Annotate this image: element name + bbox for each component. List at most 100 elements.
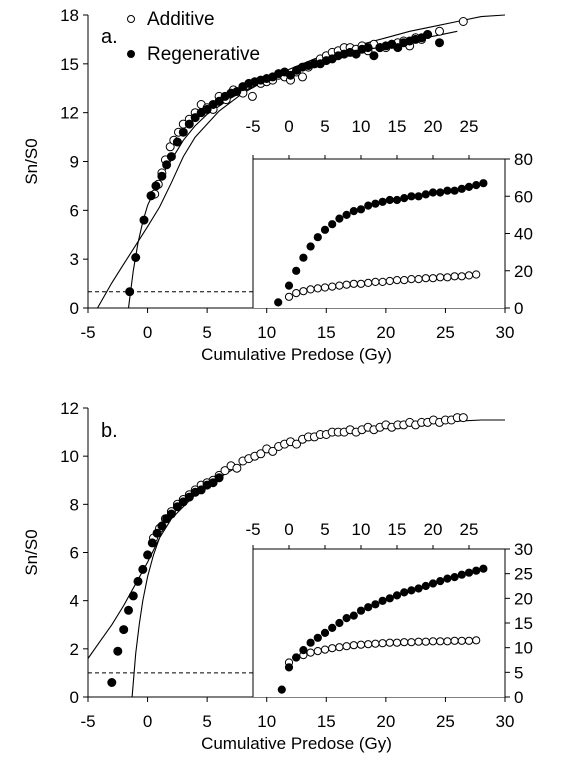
data-point-regenerative — [214, 96, 224, 106]
inset-x-tick-label: 5 — [320, 520, 329, 539]
inset-data-point-additive — [313, 647, 322, 656]
inset-data-point-regenerative — [457, 570, 466, 579]
y-tick-label: 3 — [70, 250, 79, 269]
inset-data-point-additive — [299, 287, 308, 296]
x-tick-label: 15 — [317, 323, 336, 342]
inset-data-point-regenerative — [313, 233, 322, 242]
legend: Additive Regenerative — [127, 9, 260, 65]
inset-data-point-regenerative — [364, 603, 373, 612]
y-tick-label: 12 — [60, 399, 79, 418]
data-point-regenerative — [157, 171, 167, 181]
inset-data-point-regenerative — [356, 205, 366, 214]
inset-data-point-regenerative — [400, 588, 409, 597]
inset-data-point-regenerative — [450, 573, 459, 582]
y-tick-label: 0 — [70, 299, 79, 318]
inset-y-tick-label: 0 — [514, 299, 523, 318]
inset-y-tick-label: 10 — [514, 639, 533, 658]
inset-data-point-additive — [407, 638, 416, 647]
legend-label-regenerative: Regenerative — [147, 44, 260, 65]
inset-data-point-additive — [436, 637, 445, 646]
y-tick-label: 0 — [70, 688, 79, 707]
inset-data-point-additive — [414, 275, 423, 284]
inset-data-point-regenerative — [464, 182, 474, 191]
inset-data-point-regenerative — [407, 586, 416, 595]
inset-data-point-regenerative — [371, 600, 380, 609]
inset-data-point-regenerative — [342, 614, 351, 623]
y-tick-label: 6 — [70, 544, 79, 563]
inset-data-point-regenerative — [277, 685, 286, 694]
inset-data-point-additive — [292, 289, 301, 298]
y-tick-label: 8 — [70, 495, 79, 514]
inset-data-point-additive — [356, 279, 366, 288]
data-point-regenerative — [363, 43, 373, 53]
data-point-regenerative — [157, 521, 167, 531]
inset-data-point-additive — [306, 648, 315, 657]
inset-data-point-additive — [472, 636, 481, 645]
inset-y-tick-label: 15 — [514, 614, 533, 633]
inset-data-point-additive — [457, 636, 466, 645]
y-tick-label: 18 — [60, 6, 79, 25]
inset-data-point-regenerative — [356, 606, 366, 615]
inset-x-tick-label: 15 — [388, 520, 407, 539]
data-point-regenerative — [232, 87, 242, 96]
inset-data-point-additive — [335, 281, 344, 290]
inset-y-tick-label: 80 — [514, 150, 533, 169]
inset-data-point-regenerative — [385, 195, 394, 205]
inset-data-point-regenerative — [313, 633, 322, 642]
data-point-regenerative — [125, 287, 135, 297]
panel-label: a. — [101, 26, 118, 48]
inset-x-tick-label: -5 — [245, 117, 260, 136]
inset-data-point-additive — [392, 638, 402, 647]
inset-data-point-regenerative — [421, 581, 430, 591]
x-tick-label: 5 — [202, 323, 211, 342]
inset-data-point-additive — [335, 643, 344, 652]
inset-x-tick-label: 20 — [424, 520, 443, 539]
x-tick-label: 10 — [257, 323, 276, 342]
inset-data-point-additive — [320, 645, 330, 654]
data-point-additive — [232, 463, 242, 473]
inset-data-point-additive — [414, 637, 423, 646]
inset-data-point-regenerative — [443, 574, 452, 583]
inset-data-point-regenerative — [421, 190, 430, 199]
inset-data-point-additive — [306, 285, 315, 294]
x-tick-label: 25 — [436, 712, 455, 731]
inset-data-point-regenerative — [385, 594, 394, 603]
inset-data-point-additive — [450, 636, 459, 645]
inset-data-point-regenerative — [479, 564, 488, 573]
inset-data-point-regenerative — [328, 623, 337, 633]
inset-data-point-regenerative — [284, 281, 294, 290]
inset-data-point-additive — [457, 272, 466, 281]
inset-data-point-regenerative — [320, 628, 330, 638]
inset-x-tick-label: 15 — [388, 117, 407, 136]
data-point-regenerative — [143, 550, 153, 560]
inset-data-point-additive — [364, 278, 373, 287]
data-point-additive — [292, 439, 301, 449]
x-tick-label: 10 — [257, 712, 276, 731]
inset-data-point-additive — [392, 276, 402, 285]
y-axis-label: Sn/S0 — [22, 138, 41, 184]
data-point-regenerative — [138, 564, 148, 574]
inset-data-point-regenerative — [378, 596, 387, 605]
inset-data-point-additive — [378, 639, 387, 648]
inset-x-tick-label: 0 — [284, 520, 293, 539]
inset-y-tick-label: 60 — [514, 187, 533, 206]
inset-x-tick-label: 25 — [460, 520, 479, 539]
inset-data-point-regenerative — [443, 186, 452, 195]
data-point-regenerative — [178, 497, 188, 507]
inset-data-point-regenerative — [378, 197, 387, 206]
data-point-regenerative — [202, 104, 212, 114]
inset-data-point-additive — [313, 284, 322, 293]
data-point-regenerative — [423, 30, 433, 39]
inset-data-point-additive — [443, 273, 452, 282]
y-tick-label: 4 — [70, 592, 79, 611]
data-point-regenerative — [184, 119, 194, 129]
inset-data-point-additive — [349, 641, 358, 650]
inset-data-point-regenerative — [306, 638, 315, 647]
legend-marker-additive — [127, 15, 135, 23]
x-tick-label: 25 — [436, 323, 455, 342]
inset-y-tick-label: 30 — [514, 540, 533, 559]
inset-data-point-regenerative — [414, 192, 423, 201]
x-axis-label: Cumulative Predose (Gy) — [201, 734, 392, 753]
y-tick-label: 2 — [70, 640, 79, 659]
inset-data-point-additive — [436, 273, 445, 282]
